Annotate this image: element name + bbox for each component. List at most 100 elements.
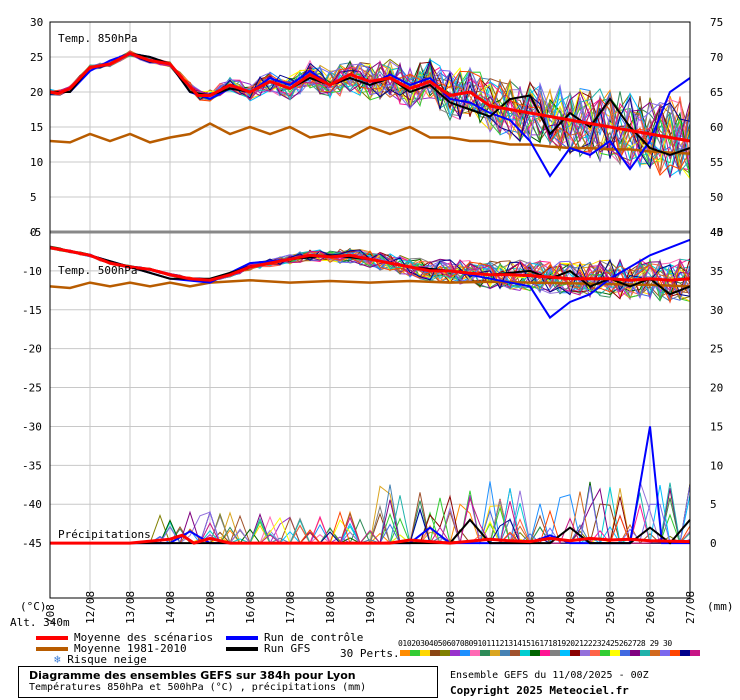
tick-right: 5 [710,498,717,511]
tick-right: 45 [710,226,723,239]
pert-swatch [660,650,670,656]
legend-text-snow: Risque neige [67,653,147,666]
pert-swatch [530,650,540,656]
tick-x: 20/08 [404,591,417,624]
tick-right: 70 [710,51,723,64]
series-t850 [49,122,691,155]
tick-x: 17/08 [284,591,297,624]
pert-swatch [520,650,530,656]
legend-text-gfs: Run GFS [264,642,311,655]
pert-swatch [430,650,440,656]
pert-swatch [480,650,490,656]
snowflake-icon: ❄ [54,653,61,666]
tick-left: -30 [22,420,42,433]
plot-frame [49,21,691,599]
pert-swatch [670,650,680,656]
legend-text-normal: Moyenne 1981-2010 [74,642,187,655]
tick-left: 0 [30,226,37,239]
right-unit: (mm) [707,600,734,613]
tick-x: 13/08 [124,591,137,624]
pert-swatch [420,650,430,656]
tick-right: 10 [710,459,723,472]
tick-left: -45 [22,537,42,550]
pert-swatch [590,650,600,656]
tick-right: 20 [710,382,723,395]
main-series [49,51,691,545]
pert-swatch [640,650,650,656]
tick-right: 60 [710,121,723,134]
pert-swatch [490,650,500,656]
pert-swatch [560,650,570,656]
run-label: Ensemble GEFS du 11/08/2025 - 00Z [450,670,649,681]
pert-swatch [400,650,410,656]
tick-left: -10 [22,265,42,278]
pert-swatch [500,650,510,656]
tick-left: -40 [22,498,42,511]
legend-swatch-control [226,636,258,640]
pert-swatch [470,650,480,656]
tick-x: 16/08 [244,591,257,624]
series-t500 [49,246,691,282]
pert-label: 30 Perts. [340,647,400,660]
series-t850 [49,51,691,143]
tick-right: 25 [710,343,723,356]
legend-text-control: Run de contrôle [264,631,364,644]
chart-subtitle: Températures 850hPa et 500hPa (°C) , pré… [29,682,367,693]
label-t850: Temp. 850hPa [58,32,137,45]
footer-box: Diagramme des ensembles GEFS sur 384h po… [18,666,438,698]
pert-swatch [630,650,640,656]
pert-swatch [570,650,580,656]
tick-x: 21/08 [444,591,457,624]
pert-numbers: 0102030405060708091011121314151617181920… [398,639,672,648]
legend-mean: Moyenne des scénarios [36,631,213,644]
pert-swatch [680,650,690,656]
tick-left: -20 [22,343,42,356]
pert-color-strip [400,650,700,656]
tick-x: 12/08 [84,591,97,624]
legend-control: Run de contrôle [226,631,363,644]
tick-x: 26/08 [644,591,657,624]
tick-right: 50 [710,191,723,204]
pert-swatch [620,650,630,656]
pert-swatch [440,650,450,656]
tick-left: -15 [22,304,42,317]
pert-swatch [580,650,590,656]
legend-normal: Moyenne 1981-2010 [36,642,187,655]
legend-swatch-mean [36,636,68,640]
copyright: Copyright 2025 Meteociel.fr [450,684,629,697]
tick-left: 5 [30,191,37,204]
pert-swatch [510,650,520,656]
legend-swatch-gfs [226,647,258,651]
tick-x: /08 [44,604,57,624]
tick-left: 10 [30,156,43,169]
pert-swatch [450,650,460,656]
tick-left: -25 [22,382,42,395]
tick-x: 22/08 [484,591,497,624]
tick-x: 25/08 [604,591,617,624]
series-precip [50,518,691,545]
series-precip [50,533,691,545]
legend-gfs: Run GFS [226,642,310,655]
tick-right: 30 [710,304,723,317]
pert-swatch [600,650,610,656]
tick-x: 19/08 [364,591,377,624]
tick-x: 23/08 [524,591,537,624]
tick-left: 20 [30,86,43,99]
series-t500 [49,278,691,290]
altitude-label: Alt. 340m [10,616,70,629]
tick-right: 15 [710,420,723,433]
tick-right: 55 [710,156,723,169]
tick-right: 40 [710,226,723,239]
tick-left: -5 [28,226,41,239]
pert-swatch [610,650,620,656]
tick-right: 0 [710,537,717,550]
pert-swatch [460,650,470,656]
tick-left: 15 [30,121,43,134]
tick-right: 35 [710,265,723,278]
pert-swatch [550,650,560,656]
tick-x: 18/08 [324,591,337,624]
tick-x: 24/08 [564,591,577,624]
pert-swatch [410,650,420,656]
